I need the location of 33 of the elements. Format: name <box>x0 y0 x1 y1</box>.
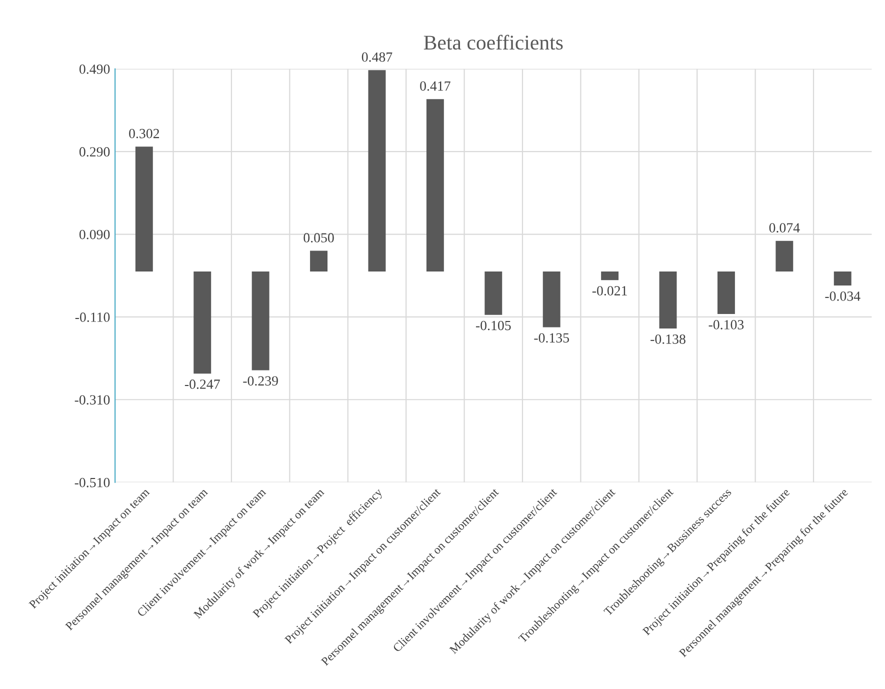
bar <box>776 240 794 272</box>
bar <box>659 271 677 329</box>
data-label: -0.138 <box>650 334 686 344</box>
bar <box>717 271 735 314</box>
data-label: -0.034 <box>825 291 860 301</box>
data-label: -0.021 <box>592 286 627 296</box>
data-label: 0.417 <box>420 81 450 91</box>
bar <box>310 250 328 272</box>
bar <box>834 271 852 286</box>
data-label: 0.302 <box>129 128 160 138</box>
y-tick-label: 0.290 <box>79 147 110 157</box>
bar <box>484 271 502 315</box>
data-label: -0.105 <box>476 320 511 330</box>
bar <box>426 99 444 272</box>
bar <box>368 70 386 272</box>
y-tick-label: -0.510 <box>74 478 110 488</box>
bar <box>135 146 153 272</box>
data-label: -0.103 <box>708 320 744 330</box>
chart-title: Beta coefficients <box>424 34 563 50</box>
bar <box>601 271 619 280</box>
data-label: -0.135 <box>534 333 569 343</box>
bar <box>194 271 212 374</box>
y-tick-label: -0.110 <box>75 312 110 322</box>
y-tick-label: 0.090 <box>79 230 110 240</box>
data-label: 0.050 <box>304 233 334 242</box>
bar <box>542 271 560 328</box>
data-label: 0.074 <box>769 223 800 233</box>
bar <box>252 271 270 370</box>
data-label: 0.487 <box>362 52 392 62</box>
data-label: -0.239 <box>243 376 278 386</box>
data-label: -0.247 <box>184 380 220 389</box>
y-tick-label: 0.490 <box>79 64 110 74</box>
y-tick-label: -0.310 <box>74 395 110 405</box>
